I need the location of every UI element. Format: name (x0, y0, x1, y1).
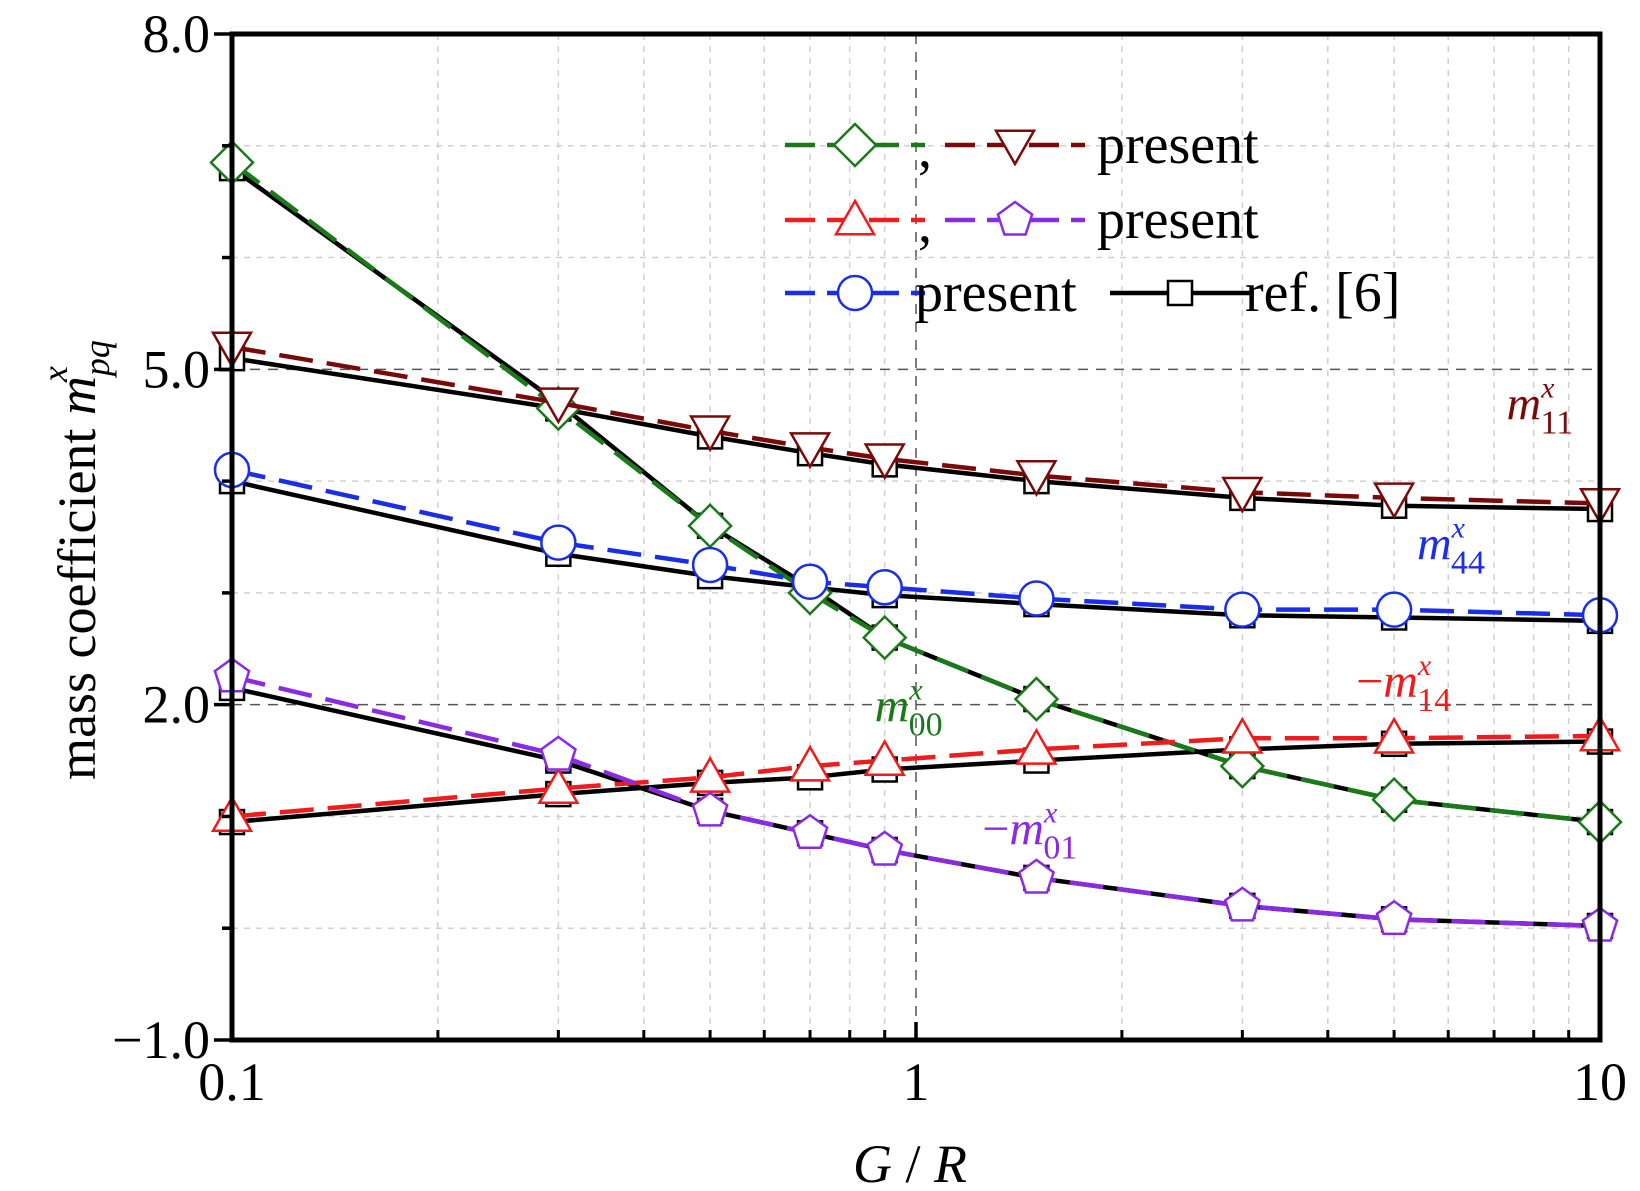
data-point-m01_present (539, 735, 577, 771)
y-tick-label: 5.0 (143, 339, 211, 399)
legend-marker (836, 274, 874, 312)
legend-label-ref: ref. [6] (1245, 262, 1400, 324)
y-tick-label: 2.0 (143, 675, 211, 735)
y-tick-label: 8.0 (143, 4, 211, 64)
annotation-m11: mx 11 (1507, 372, 1574, 442)
data-point-m11_present (1015, 460, 1058, 498)
legend-label: present (915, 262, 1077, 324)
data-point-m44_present (791, 563, 829, 600)
data-point-m00_present (1371, 776, 1417, 823)
series-m14_present (210, 714, 1622, 832)
y-axis-title: mass coefficient mpqx (35, 340, 117, 780)
data-point-m14_present (863, 739, 906, 777)
data-point-m44_present (691, 546, 729, 584)
legend-separator: , (918, 118, 932, 180)
legend-marker (996, 200, 1034, 236)
data-point-m44_present (1224, 591, 1261, 628)
data-point-m01_present (1223, 886, 1261, 922)
legend-sample-m00_ref (1110, 279, 1250, 307)
y-tick-label: −1.0 (112, 1010, 210, 1070)
data-point-m01_present (791, 813, 829, 850)
legend-sample-m00_present (785, 122, 925, 168)
data-point-m11_present (537, 387, 580, 425)
data-point-m14_present (1372, 716, 1416, 754)
legend-marker (1166, 279, 1194, 307)
series-m44_present (213, 451, 1619, 634)
data-point-m44_present (1018, 580, 1055, 617)
legend-sample-m11_present (945, 129, 1085, 167)
series-line-m44_present (231, 467, 1601, 618)
data-point-m11_present (1372, 482, 1416, 520)
data-point-m14_present (537, 766, 580, 804)
series-m01_present (213, 657, 1619, 942)
series-m11_present (210, 331, 1622, 525)
series-annotations: mx 11 mx 44 mx 00 −mx 14 −mx 01 (875, 372, 1574, 867)
legend-marker (832, 122, 878, 168)
data-point-m44_present (540, 524, 577, 561)
data-point-m01_present (691, 791, 729, 827)
data-point-m44_present (866, 569, 903, 606)
annotation-m00: mx 00 (875, 673, 943, 743)
annotation-m01: −mx 01 (982, 796, 1077, 866)
axis-ticks: 0.1 1 10 −1.0 2.0 5.0 8.0 (112, 4, 1627, 1112)
legend: , present, present present ref. [6] (785, 114, 1400, 324)
annotation-m44: mx 44 (1417, 511, 1485, 581)
series-layer (209, 139, 1623, 942)
x-tick-label: 1 (903, 1052, 930, 1112)
legend-sample-m01_present (945, 200, 1085, 236)
legend-marker (993, 129, 1037, 167)
data-point-m14_present (788, 744, 832, 782)
grid (232, 34, 1600, 1040)
data-point-m00_present (1219, 743, 1266, 789)
data-point-m01_present (866, 830, 904, 866)
data-point-m11_present (863, 443, 906, 481)
data-point-m14_present (1221, 716, 1264, 754)
data-point-m44_present (1375, 591, 1413, 628)
legend-sample-m44_present (785, 274, 925, 312)
data-point-m11_present (788, 432, 832, 470)
data-point-m11_present (688, 415, 732, 453)
x-axis-title: G / R (853, 1134, 967, 1191)
legend-sample-m14_present (785, 198, 925, 236)
data-point-m00_present (1013, 676, 1060, 722)
data-point-m14_present (1015, 727, 1058, 765)
x-tick-label: 10 (1573, 1052, 1627, 1112)
x-tick-label: 0.1 (198, 1052, 266, 1112)
legend-label: present (1097, 114, 1259, 176)
data-point-m01_present (1017, 858, 1056, 894)
data-point-m11_present (1221, 476, 1264, 514)
legend-label: present (1097, 189, 1259, 251)
legend-separator: , (918, 193, 932, 255)
data-point-m00_present (861, 614, 908, 661)
legend-marker (833, 198, 877, 236)
annotation-m14: −mx 14 (1356, 649, 1451, 719)
series-line-m11_present (231, 344, 1601, 506)
data-point-m01_present (1375, 899, 1413, 936)
